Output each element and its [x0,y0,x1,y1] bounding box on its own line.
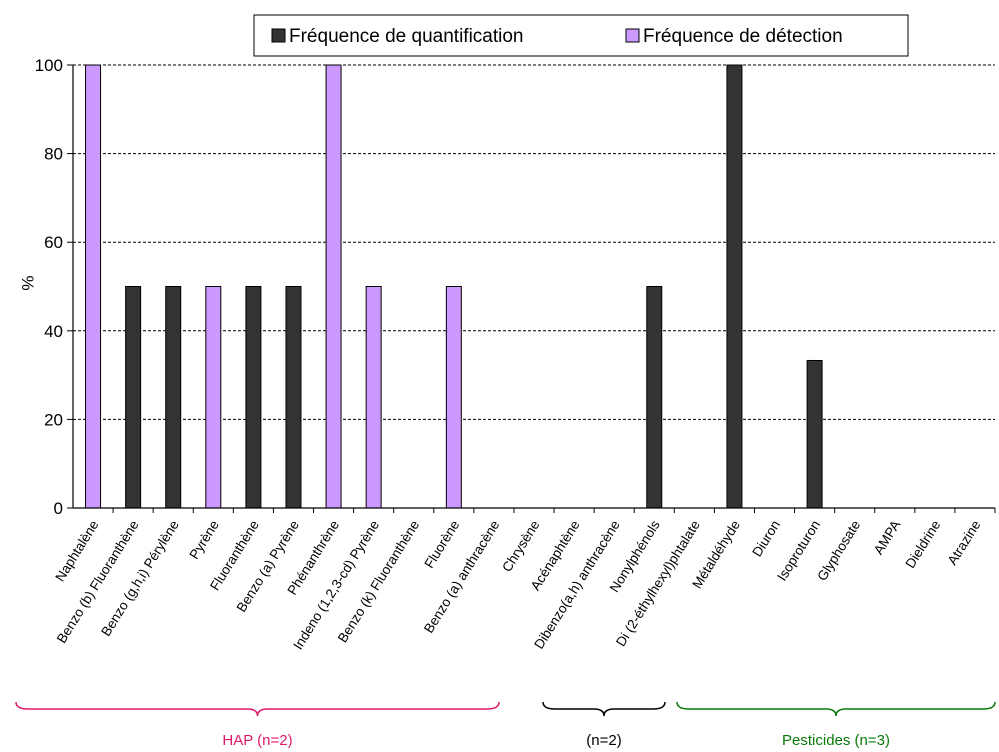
y-axis-title: % [18,275,37,290]
bar-detection [445,286,462,509]
x-category-label: Benzo (k) Fluoranthène [335,518,422,646]
x-category-label: Benzo (g,h,i) Pérylène [98,518,182,639]
bar-quantification [285,286,302,509]
x-category-label: Fluorène [421,518,462,571]
x-category-label: Benzo (a) anthracène [421,518,503,636]
x-category-label: AMPA [871,518,903,558]
bar-detection [205,286,222,509]
bar-detection [365,286,382,509]
x-category-label: Pyrène [186,518,221,562]
x-category-label: Diuron [749,518,783,560]
y-tick-label: 0 [54,499,63,518]
bar-quantification [165,286,182,509]
group-brace [676,701,996,717]
bar-quantification [726,64,743,509]
y-tick-label: 40 [44,322,63,341]
bar-quantification [245,286,262,509]
y-tick-label: 60 [44,233,63,252]
legend-label-detection: Fréquence de détection [643,26,843,47]
x-category-label: Chrysène [499,518,542,575]
gridlines [73,64,995,420]
y-tick-label: 80 [44,145,63,164]
group-label: (n=2) [586,732,621,749]
group-brace [15,701,500,717]
legend-swatch-quantification [271,28,286,43]
group-brace [542,701,666,717]
group-label: HAP (n=2) [222,732,292,749]
category-groups: HAP (n=2) (n=2) Pesticides (n=3) [15,701,996,749]
x-category-label: Dieldrine [902,518,943,571]
legend-swatch-detection [625,28,640,43]
legend-frame [253,14,909,57]
y-tick-label: 100 [35,56,63,75]
bars [85,64,823,509]
legend-label-quantification: Fréquence de quantification [289,26,524,47]
bar-quantification [125,286,142,509]
axes [67,64,996,513]
legend: Fréquence de quantification Fréquence de … [253,14,909,57]
bar-detection [85,64,102,509]
group-label: Pesticides (n=3) [782,732,890,749]
bar-detection [325,64,342,509]
y-tick-label: 20 [44,410,63,429]
bar-quantification [806,359,823,509]
y-tick-labels: 0 20 40 60 80 100 [35,56,63,518]
x-category-label: Atrazine [945,518,984,568]
bar-quantification [646,286,663,509]
